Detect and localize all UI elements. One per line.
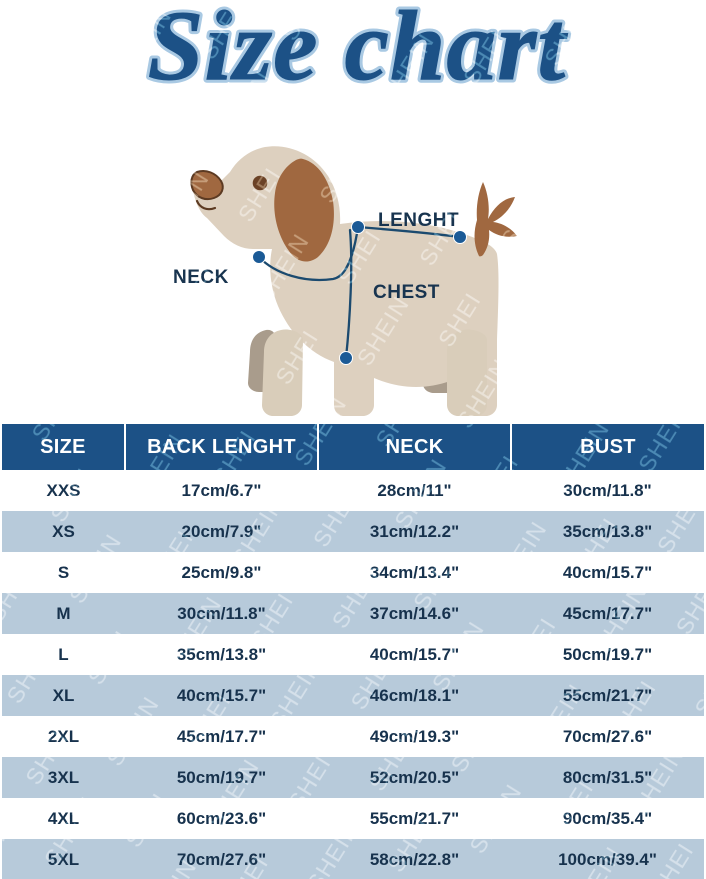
svg-text:LENGHT: LENGHT: [378, 210, 459, 231]
svg-text:NECK: NECK: [173, 267, 229, 288]
svg-text:CHEST: CHEST: [373, 282, 440, 303]
